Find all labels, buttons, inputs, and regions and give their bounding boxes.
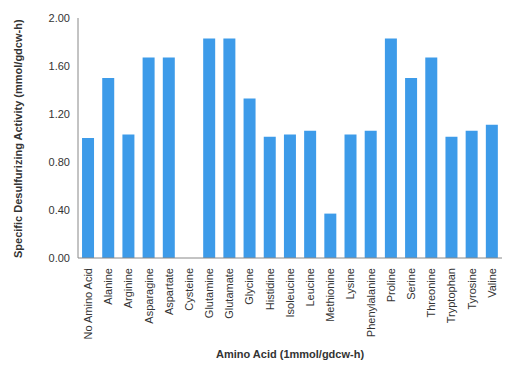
svg-text:Specific Desulfurizing Activit: Specific Desulfurizing Activity (mmol/gd…	[12, 19, 24, 258]
svg-text:Histidine: Histidine	[264, 268, 276, 310]
svg-text:Proline: Proline	[385, 268, 397, 302]
svg-text:0.00: 0.00	[49, 252, 70, 264]
svg-text:1.60: 1.60	[49, 60, 70, 72]
svg-text:Glutamate: Glutamate	[223, 268, 235, 319]
svg-text:Isoleucine: Isoleucine	[284, 268, 296, 318]
svg-text:Tyrosine: Tyrosine	[466, 268, 478, 310]
svg-text:Methionine: Methionine	[324, 268, 336, 322]
svg-text:Phenylalanine: Phenylalanine	[365, 268, 377, 337]
svg-text:Leucine: Leucine	[304, 268, 316, 307]
svg-text:0.40: 0.40	[49, 204, 70, 216]
svg-text:Threonine: Threonine	[425, 268, 437, 318]
svg-text:0.80: 0.80	[49, 156, 70, 168]
svg-text:Cysteine: Cysteine	[183, 268, 195, 311]
svg-text:Lysine: Lysine	[344, 268, 356, 299]
svg-text:Serine: Serine	[405, 268, 417, 300]
svg-text:Valine: Valine	[486, 268, 498, 298]
svg-text:Glutamine: Glutamine	[203, 268, 215, 318]
svg-text:Asparagine: Asparagine	[143, 268, 155, 324]
svg-text:Alanine: Alanine	[102, 268, 114, 305]
svg-text:Glycine: Glycine	[243, 268, 255, 305]
svg-text:Amino Acid (1mmol/gdcw-h): Amino Acid (1mmol/gdcw-h)	[216, 348, 364, 360]
svg-text:Aspartate: Aspartate	[163, 268, 175, 315]
svg-text:Arginine: Arginine	[122, 268, 134, 308]
svg-text:2.00: 2.00	[49, 12, 70, 24]
svg-text:No Amino Acid: No Amino Acid	[82, 268, 94, 340]
svg-text:1.20: 1.20	[49, 108, 70, 120]
svg-text:Tryptophan: Tryptophan	[445, 268, 457, 323]
